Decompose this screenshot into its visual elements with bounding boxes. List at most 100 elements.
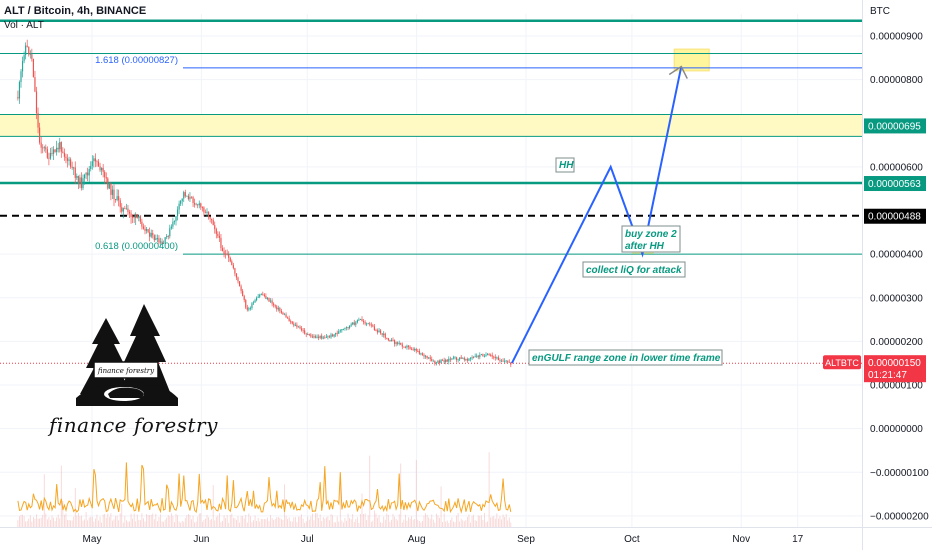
candle-body xyxy=(79,177,81,184)
candle-body xyxy=(48,157,50,159)
candle-body xyxy=(118,196,120,201)
candle-body xyxy=(310,334,312,337)
candle-body xyxy=(296,324,298,328)
candle-body xyxy=(276,306,278,310)
candle-body xyxy=(499,360,501,361)
candle-body xyxy=(449,358,451,360)
candle-body xyxy=(111,189,114,195)
candle-body xyxy=(252,302,255,304)
candle-body xyxy=(452,357,455,359)
candle-body xyxy=(412,349,414,351)
projection-arrow-head xyxy=(668,65,688,79)
candle-body xyxy=(417,350,419,352)
candle-body xyxy=(135,214,137,219)
price-badge-text: 0.00000695 xyxy=(868,121,921,132)
candle-body xyxy=(152,233,154,236)
candle-body xyxy=(249,308,252,309)
candle-body xyxy=(364,322,366,324)
candle-body xyxy=(378,330,380,333)
candle-body xyxy=(325,336,327,338)
candle-body xyxy=(232,265,234,269)
candle-body xyxy=(99,166,101,171)
candle-body xyxy=(446,359,448,362)
candle-body xyxy=(335,332,337,335)
candle-body xyxy=(25,45,27,56)
candle-body xyxy=(114,199,117,201)
candle-body xyxy=(328,336,331,338)
candle-body xyxy=(468,358,470,361)
price-axis[interactable]: 0.00000900 0.00000800 0.00000600 0.00000400… xyxy=(870,32,929,523)
candle-body xyxy=(386,337,388,339)
candle-body xyxy=(314,336,317,338)
candle-body xyxy=(184,192,186,197)
candle-body xyxy=(220,237,222,249)
candle-body xyxy=(359,319,362,320)
candle-body xyxy=(375,329,377,331)
time-tick-label: Jun xyxy=(193,534,209,545)
candle-body xyxy=(372,325,374,327)
candle-body xyxy=(277,308,279,310)
candle-body xyxy=(245,299,247,308)
candle-body xyxy=(74,167,76,178)
candle-body xyxy=(283,314,286,316)
candle-body xyxy=(18,82,21,99)
candle-body xyxy=(370,324,372,326)
candle-body xyxy=(221,248,224,252)
candle-body xyxy=(197,204,199,206)
chart-title[interactable]: ALT / Bitcoin, 4h, BINANCE xyxy=(4,5,147,17)
candle-body xyxy=(32,58,35,78)
candle-body xyxy=(187,195,190,200)
time-tick-label: Nov xyxy=(732,534,750,545)
candle-body xyxy=(132,217,134,218)
candle-body xyxy=(91,161,93,166)
candle-body xyxy=(76,176,78,178)
candle-body xyxy=(434,360,436,364)
candle-body xyxy=(476,355,478,357)
candle-body xyxy=(40,142,42,148)
candle-body xyxy=(333,334,335,337)
candle-body xyxy=(66,158,69,161)
candle-body xyxy=(88,168,90,176)
candle-body xyxy=(345,327,348,328)
candle-body xyxy=(231,261,233,266)
candle-body xyxy=(424,355,427,357)
candle-body xyxy=(190,196,193,198)
candle-body xyxy=(321,335,323,339)
time-axis[interactable]: May Jun Jul Aug Sep Oct Nov 17 xyxy=(83,534,804,545)
candle-body xyxy=(136,214,138,218)
candle-body xyxy=(387,338,389,341)
logo-badge xyxy=(93,361,159,379)
candle-body xyxy=(251,303,253,309)
candle-body xyxy=(159,241,162,243)
candle-body xyxy=(466,359,469,361)
candle-body xyxy=(93,158,95,162)
candle-body xyxy=(104,171,106,178)
candle-body xyxy=(207,211,210,217)
volume-label[interactable]: Vol · ALT xyxy=(4,20,44,31)
candle-body xyxy=(52,149,55,154)
symbol-badge xyxy=(823,355,861,370)
candle-body xyxy=(271,300,273,304)
candle-body xyxy=(203,207,205,213)
annotation-label: after HH xyxy=(625,241,665,252)
candle-body xyxy=(121,207,123,212)
candle-body xyxy=(319,335,321,338)
candle-body xyxy=(110,183,112,195)
annotation-label: enGULF range zone in lower time frame xyxy=(532,353,721,364)
candle-body xyxy=(457,359,459,361)
candle-body xyxy=(463,357,465,360)
price-tick-label: 0.00000200 xyxy=(870,337,923,348)
candle-body xyxy=(429,357,431,360)
candle-body xyxy=(479,354,481,358)
candle-body xyxy=(494,357,496,359)
candle-body xyxy=(201,207,203,208)
last-price-badge xyxy=(864,355,926,383)
candle-body xyxy=(142,226,145,229)
annotation-label: buy zone 2 xyxy=(625,229,677,240)
candle-body xyxy=(172,221,174,227)
candle-body xyxy=(170,226,172,229)
candle-body xyxy=(431,359,433,361)
candle-body xyxy=(87,172,89,176)
candle-body xyxy=(366,323,368,325)
